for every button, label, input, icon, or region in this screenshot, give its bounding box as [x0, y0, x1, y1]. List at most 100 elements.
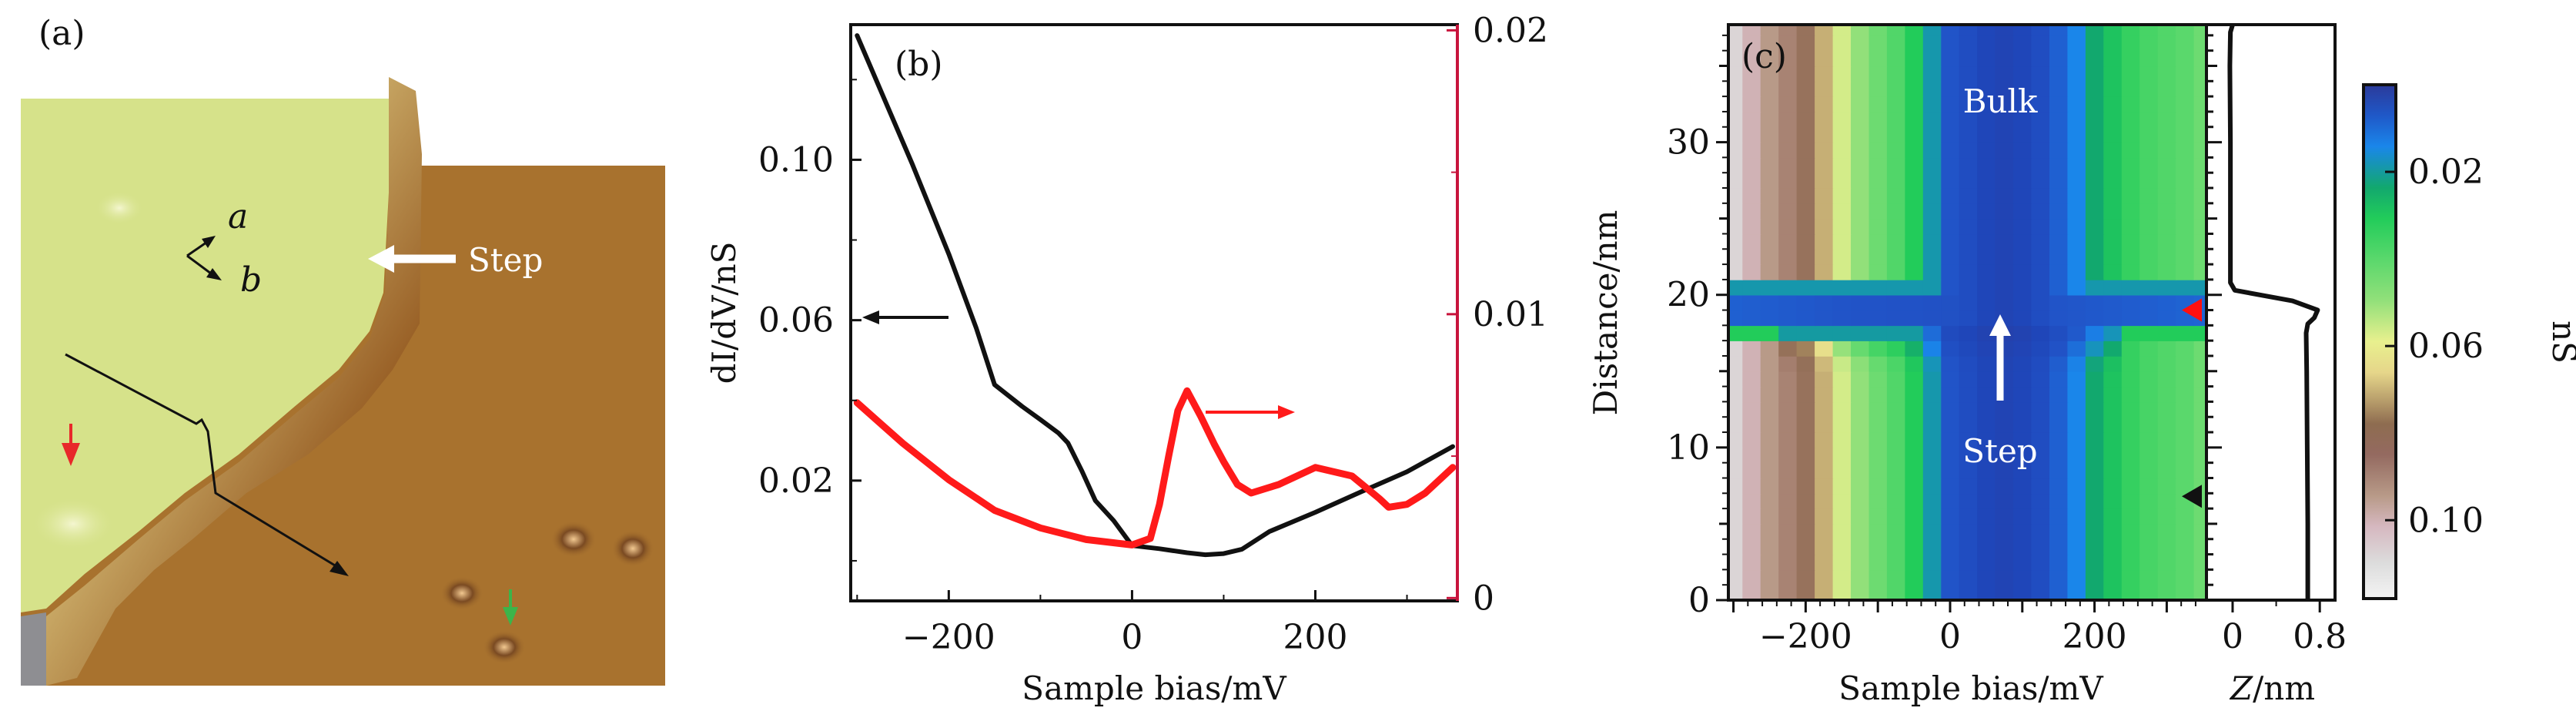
heatmap-cell — [1760, 432, 1779, 448]
heatmap-cell — [2103, 249, 2123, 265]
heatmap-cell — [1728, 538, 1744, 555]
heatmap-cell — [1868, 401, 1888, 418]
y2-tick-label-b: 0.01 — [1473, 295, 1548, 334]
heatmap-cell — [1728, 462, 1744, 479]
heatmap-cell — [1905, 508, 1924, 525]
heatmap-cell — [1778, 81, 1798, 97]
heatmap-cell — [2013, 325, 2032, 341]
heatmap-cell — [1832, 188, 1852, 204]
heatmap-cell — [1851, 523, 1870, 540]
heatmap-cell — [1868, 233, 1888, 250]
heatmap-cell — [1922, 264, 1942, 280]
heatmap-cell — [1851, 569, 1870, 585]
heatmap-cell — [1728, 493, 1744, 509]
heatmap-cell — [1959, 310, 1978, 327]
heatmap-cell — [1977, 341, 1996, 357]
heatmap-cell — [2176, 203, 2195, 220]
heatmap-cell — [1959, 447, 1978, 464]
heatmap-cell — [2193, 356, 2206, 372]
heatmap-cell — [2139, 203, 2159, 220]
heatmap-cell — [1796, 218, 1815, 235]
heatmap-cell — [1760, 356, 1779, 372]
heatmap-cell — [1832, 401, 1852, 418]
heatmap-cell — [1995, 585, 2014, 600]
heatmap-cell — [2049, 478, 2069, 495]
heatmap-cell — [2067, 554, 2086, 571]
heatmap-cell — [1760, 325, 1779, 341]
heatmap-cell — [2049, 325, 2069, 341]
heatmap-cell — [1778, 50, 1798, 67]
heatmap-cell — [1728, 233, 1744, 250]
heatmap-cell — [1959, 203, 1978, 220]
heatmap-cell — [2103, 325, 2123, 341]
heatmap-cell — [1959, 493, 1978, 509]
heatmap-cell — [2193, 371, 2206, 387]
gray-corner — [21, 612, 46, 686]
heatmap-cell — [2103, 554, 2123, 571]
heatmap-cell — [1815, 157, 1834, 173]
heatmap-cell — [1796, 81, 1815, 97]
heatmap-cell — [1868, 462, 1888, 479]
heatmap-cell — [1815, 401, 1834, 418]
heatmap-cell — [1922, 142, 1942, 159]
heatmap-cell — [2193, 188, 2206, 204]
heatmap-cell — [1851, 493, 1870, 509]
heatmap-cell — [2157, 188, 2176, 204]
heatmap-cell — [1905, 65, 1924, 82]
heatmap-cell — [2193, 554, 2206, 571]
heatmap-cell — [1851, 447, 1870, 464]
heatmap-cell — [2103, 569, 2123, 585]
heatmap-cell — [1815, 264, 1834, 280]
heatmap-cell — [1778, 356, 1798, 372]
heatmap-cell — [1995, 218, 2014, 235]
heatmap-cell — [2067, 493, 2086, 509]
heatmap-cell — [2085, 401, 2105, 418]
heatmap-cell — [2067, 279, 2086, 296]
heatmap-cell — [1778, 386, 1798, 403]
heatmap-cell — [1760, 386, 1779, 403]
heatmap-cell — [1995, 249, 2014, 265]
heatmap-cell — [1832, 341, 1852, 357]
heatmap-cell — [2085, 508, 2105, 525]
heatmap-cell — [1742, 142, 1761, 159]
black-marker-triangle-icon — [2182, 485, 2202, 508]
heatmap-cell — [1778, 554, 1798, 571]
heatmap-cell — [2013, 96, 2032, 112]
heatmap-cell — [2157, 203, 2176, 220]
heatmap-cell — [1851, 478, 1870, 495]
heatmap-cell — [1868, 65, 1888, 82]
heatmap-cell — [1977, 126, 1996, 143]
heatmap-cell — [1959, 401, 1978, 418]
heatmap-cell — [1832, 65, 1852, 82]
heatmap-cell — [1778, 111, 1798, 128]
heatmap-cell — [1995, 188, 2014, 204]
heatmap-cell — [2139, 554, 2159, 571]
heatmap-cell — [2193, 386, 2206, 403]
panel-c: −200 0 200 0 10 20 30 (c) Bulk Step Sample bia… — [1587, 23, 2208, 707]
heatmap-cell — [1851, 585, 1870, 600]
heatmap-cell — [1851, 401, 1870, 418]
heatmap-cell — [2085, 538, 2105, 555]
heatmap-cell — [1728, 432, 1744, 448]
x-tick-label-b: 200 — [1283, 618, 1348, 657]
heatmap-cell — [2176, 325, 2195, 341]
heatmap-cell — [1995, 264, 2014, 280]
heatmap-cell — [2139, 356, 2159, 372]
heatmap-cell — [2031, 81, 2050, 97]
heatmap-cell — [1959, 264, 1978, 280]
heatmap-cell — [1832, 493, 1852, 509]
heatmap-cell — [1851, 417, 1870, 433]
heatmap-cell — [1851, 508, 1870, 525]
heatmap-cell — [1851, 432, 1870, 448]
heatmap-cell — [1977, 371, 1996, 387]
line-profile-arrowhead — [330, 561, 349, 576]
heatmap-cell — [1922, 585, 1942, 600]
heatmap-cell — [2139, 478, 2159, 495]
heatmap-cell — [2121, 25, 2141, 36]
heatmap-cell — [2067, 356, 2086, 372]
heatmap-cell — [2013, 249, 2032, 265]
heatmap-cell — [1922, 35, 1942, 52]
heatmap-cell — [1728, 188, 1744, 204]
heatmap-cell — [2013, 111, 2032, 128]
y-tick-label-b: 0.10 — [758, 140, 834, 179]
